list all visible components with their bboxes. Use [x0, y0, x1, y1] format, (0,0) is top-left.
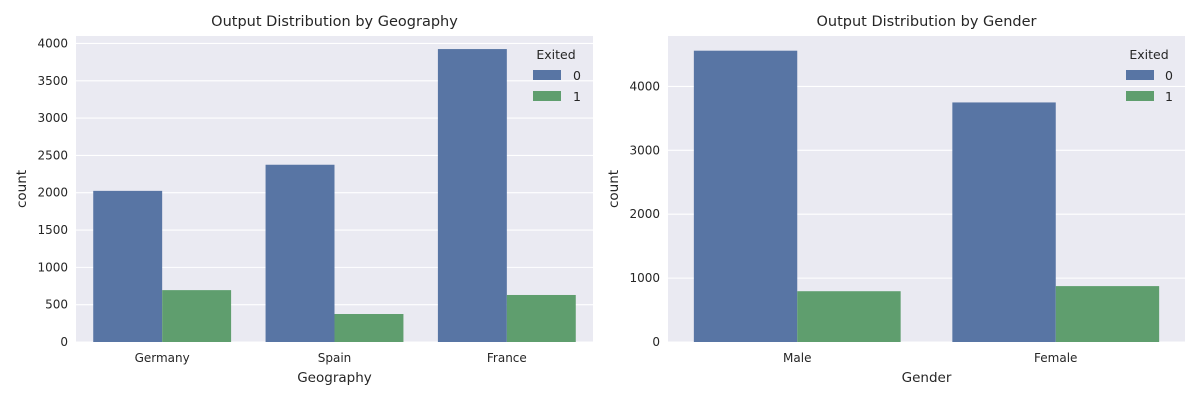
y-tick-label: 3000 — [629, 143, 660, 157]
legend-label-1: 1 — [573, 89, 581, 104]
y-tick-labels: 0 500 1000 1500 2000 2500 3000 3500 4000 — [37, 36, 68, 349]
bar-female-exited-0 — [952, 102, 1056, 342]
bars — [693, 50, 1160, 342]
x-tick-labels: Male Female — [783, 351, 1077, 365]
legend: Exited 0 1 — [533, 47, 581, 104]
y-tick-label: 4000 — [37, 36, 68, 50]
x-tick-label: Male — [783, 351, 811, 365]
bar-germany-exited-1 — [162, 290, 232, 342]
y-tick-label: 2500 — [37, 148, 68, 162]
legend-label-0: 0 — [573, 68, 581, 83]
bar-male-exited-1 — [797, 291, 901, 342]
bar-female-exited-1 — [1055, 286, 1160, 342]
legend-title: Exited — [536, 47, 575, 62]
y-axis-label: count — [14, 170, 30, 208]
bar-spain-exited-1 — [334, 314, 404, 342]
y-tick-label: 4000 — [629, 79, 660, 93]
bar-spain-exited-0 — [265, 164, 335, 342]
y-tick-labels: 0 1000 2000 3000 4000 — [629, 79, 660, 349]
legend-label-0: 0 — [1165, 68, 1173, 83]
legend-title: Exited — [1129, 47, 1168, 62]
legend-swatch-0 — [1126, 70, 1154, 80]
y-tick-label: 3000 — [37, 111, 68, 125]
chart-title: Output Distribution by Gender — [816, 14, 1036, 30]
y-tick-label: 2000 — [629, 207, 660, 221]
geography-chart: 0 500 1000 1500 2000 2500 3000 3500 4000 Germany… — [14, 14, 593, 386]
legend-swatch-1 — [1126, 91, 1154, 101]
y-tick-label: 0 — [60, 335, 68, 349]
x-axis-label: Gender — [902, 370, 952, 386]
x-tick-labels: Germany Spain France — [135, 351, 527, 365]
legend-label-1: 1 — [1165, 89, 1173, 104]
y-tick-label: 1000 — [37, 260, 68, 274]
legend: Exited 0 1 — [1126, 47, 1173, 104]
x-tick-label: France — [487, 351, 527, 365]
legend-swatch-0 — [533, 70, 561, 80]
y-tick-label: 2000 — [37, 186, 68, 200]
y-axis-label: count — [606, 170, 622, 208]
bar-france-exited-1 — [506, 294, 576, 342]
y-tick-label: 1500 — [37, 223, 68, 237]
y-tick-label: 0 — [652, 335, 660, 349]
x-axis-label: Geography — [297, 370, 372, 386]
x-tick-label: Germany — [135, 351, 190, 365]
x-tick-label: Female — [1034, 351, 1077, 365]
y-tick-label: 1000 — [629, 271, 660, 285]
x-tick-label: Spain — [318, 351, 352, 365]
bar-germany-exited-0 — [93, 190, 163, 342]
gender-chart: 0 1000 2000 3000 4000 Male Female Output Dist… — [606, 14, 1185, 386]
y-tick-label: 500 — [45, 298, 68, 312]
legend-swatch-1 — [533, 91, 561, 101]
bars — [93, 49, 576, 342]
bar-france-exited-0 — [437, 49, 507, 342]
y-tick-label: 3500 — [37, 74, 68, 88]
chart-title: Output Distribution by Geography — [211, 14, 458, 30]
bar-male-exited-0 — [693, 50, 798, 342]
